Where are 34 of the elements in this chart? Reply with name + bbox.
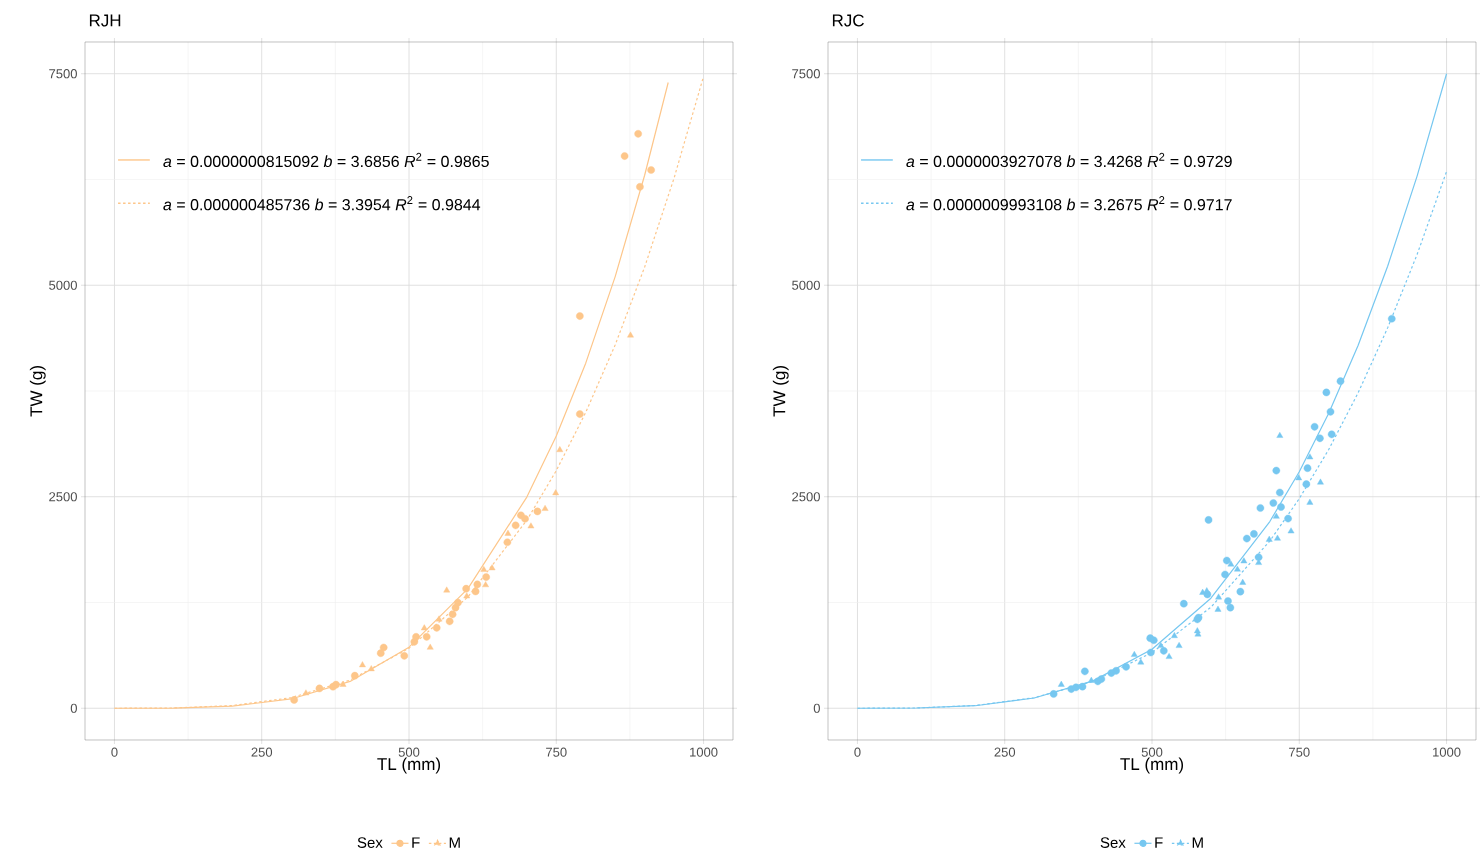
y-tick-label: 2500: [49, 492, 77, 502]
y-tick-label: 0: [70, 703, 77, 713]
legend-label: a = 0.0000000815092 b = 3.6856 R$^{2}$ = 0.9865: [163, 152, 489, 168]
legend-title: Sex: [357, 837, 383, 848]
x-tick-label: 500: [1141, 747, 1163, 757]
legend-label: a = 0.0000009993108 b = 3.2675 R$^{2}$ = 0.9717: [906, 196, 1232, 211]
x-tick-label: 500: [398, 747, 420, 757]
chart-title: RJC: [832, 14, 864, 27]
x-tick-label: 0: [854, 747, 861, 757]
x-tick-label: 750: [546, 747, 567, 757]
x-tick-label: 250: [251, 747, 273, 757]
y-tick-label: 0: [813, 703, 820, 713]
x-tick-label: 750: [1289, 747, 1310, 757]
x-tick-label: 1000: [690, 747, 718, 757]
x-tick-label: 0: [111, 747, 118, 757]
legend-label: M: [1192, 837, 1203, 848]
x-tick-label: 1000: [1433, 747, 1461, 757]
y-tick-label: 5000: [49, 280, 77, 290]
y-tick-label: 2500: [792, 492, 820, 502]
legend-label: F: [1155, 837, 1163, 848]
chart-title: RJH: [89, 14, 121, 27]
y-tick-label: 7500: [49, 69, 77, 79]
legend-label: F: [412, 837, 420, 848]
legend-label: a = 0.000000485736 b = 3.3954 R$^{2}$ = 0.9844: [163, 196, 481, 211]
legend-title: Sex: [1100, 837, 1126, 848]
legend-label: M: [449, 837, 460, 848]
y-axis-title: TW (g): [772, 366, 789, 417]
x-tick-label: 250: [994, 747, 1016, 757]
y-tick-label: 5000: [792, 280, 820, 290]
y-tick-label: 7500: [792, 69, 820, 79]
x-axis-title: TL (mm): [377, 757, 441, 774]
legend-label: a = 0.0000003927078 b = 3.4268 R$^{2}$ = 0.9729: [906, 152, 1232, 168]
y-axis-title: TW (g): [29, 366, 46, 417]
x-axis-title: TL (mm): [1120, 757, 1184, 774]
